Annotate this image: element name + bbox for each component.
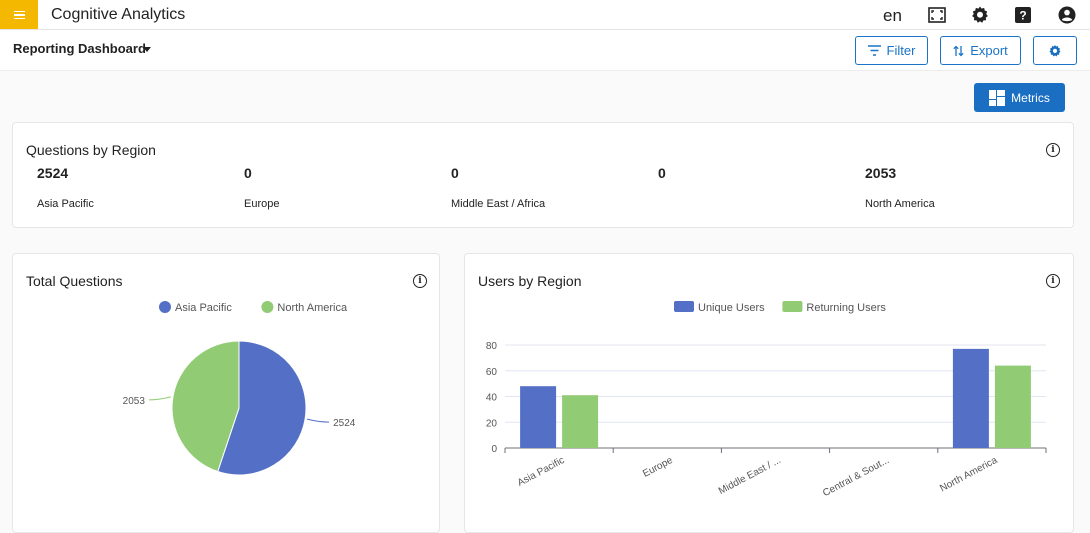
filter-label: Filter <box>886 43 916 58</box>
app-title: Cognitive Analytics <box>51 6 186 23</box>
users-by-region-card: Users by Region i Unique Users Returning … <box>464 253 1074 533</box>
x-tick-label: Central & Sout... <box>821 455 891 499</box>
fullscreen-icon[interactable] <box>927 5 947 25</box>
stat-value: 0 <box>244 165 252 181</box>
bar-chart: Unique Users Returning Users 0 20 40 60 80 Asia… <box>486 301 1047 499</box>
bar <box>520 386 557 448</box>
filter-icon <box>867 45 881 56</box>
legend-marker <box>159 301 171 313</box>
gear-icon <box>1049 44 1061 56</box>
data-label: 2524 <box>333 418 356 429</box>
menu-icon <box>13 10 25 19</box>
legend-label: Asia Pacific <box>175 302 232 314</box>
stat-label: Asia Pacific <box>37 198 94 210</box>
stat-label: Middle East / Africa <box>451 198 546 210</box>
y-tick-label: 0 <box>491 444 497 455</box>
total-questions-card: Total Questions i Asia Pacific North Amer… <box>12 253 440 533</box>
card-title: Users by Region <box>478 273 582 289</box>
dashboard-toolbar: Reporting Dashboard Filter Export <box>0 30 1090 71</box>
x-tick-label: Middle East / ... <box>717 455 783 497</box>
top-bar: Cognitive Analytics en ? <box>0 0 1090 30</box>
legend-item: North America <box>261 301 348 314</box>
legend-label: North America <box>277 302 348 314</box>
stat-label: Europe <box>244 198 280 210</box>
metrics-label: Metrics <box>1011 90 1050 105</box>
pie-chart: Asia Pacific North America 2524 2053 <box>123 301 356 476</box>
legend-marker <box>261 301 274 313</box>
chevron-down-icon[interactable] <box>143 47 151 52</box>
info-icon[interactable]: i <box>413 274 427 288</box>
legend-item: Asia Pacific <box>159 301 232 314</box>
y-tick-label: 40 <box>486 393 498 404</box>
filter-button[interactable]: Filter <box>855 36 928 65</box>
legend-label: Unique Users <box>698 302 765 314</box>
label-line <box>306 418 330 423</box>
info-icon[interactable]: i <box>1046 274 1060 288</box>
bar <box>562 395 599 448</box>
stat-value: 0 <box>658 165 666 181</box>
y-tick-label: 60 <box>486 367 498 378</box>
menu-button[interactable] <box>0 0 38 29</box>
sort-arrows-icon <box>953 45 964 56</box>
legend-item: Returning Users <box>782 301 886 314</box>
y-tick-label: 80 <box>486 341 498 352</box>
language-selector[interactable]: en <box>883 6 902 25</box>
legend-marker <box>674 301 694 312</box>
y-tick-label: 20 <box>486 418 498 429</box>
legend-label: Returning Users <box>806 302 886 314</box>
legend-marker <box>782 301 803 312</box>
x-tick-label: North America <box>938 455 999 495</box>
info-icon[interactable]: i <box>1046 143 1060 157</box>
account-icon[interactable] <box>1057 5 1077 25</box>
legend-item: Unique Users <box>674 301 765 314</box>
stat-label: North America <box>865 198 935 210</box>
data-label: 2053 <box>123 396 146 407</box>
bar <box>952 348 989 448</box>
bar <box>994 365 1031 448</box>
export-button[interactable]: Export <box>940 36 1021 65</box>
pie-slice <box>217 340 307 476</box>
metrics-button[interactable]: Metrics <box>974 83 1065 112</box>
gear-icon[interactable] <box>970 5 990 25</box>
svg-text:?: ? <box>1019 9 1026 23</box>
stat-value: 2524 <box>37 165 69 181</box>
x-tick-label: Asia Pacific <box>516 455 567 489</box>
stat-value: 2053 <box>865 165 897 181</box>
card-title: Questions by Region <box>26 142 156 158</box>
questions-by-region-card: Questions by Region i 2524 Asia Pacific … <box>12 122 1074 228</box>
pie-slice <box>171 340 240 473</box>
stat-value: 0 <box>451 165 459 181</box>
dashboard-layout-icon <box>989 89 1006 106</box>
help-icon[interactable]: ? <box>1013 5 1033 25</box>
x-tick-label: Europe <box>641 455 675 480</box>
export-label: Export <box>970 43 1008 58</box>
card-title: Total Questions <box>26 273 123 289</box>
label-line <box>148 396 172 401</box>
settings-button[interactable] <box>1033 36 1077 65</box>
dashboard-select[interactable]: Reporting Dashboard <box>13 41 146 56</box>
